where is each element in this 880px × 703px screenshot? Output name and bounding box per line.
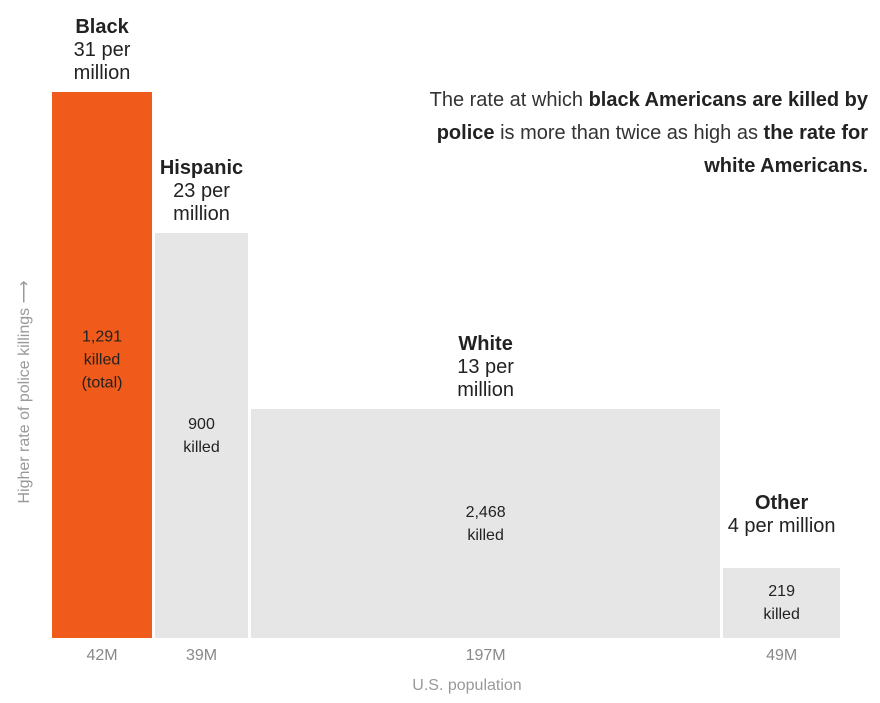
- killed-suffix: killed: [467, 526, 504, 544]
- rate-label: 13 per million: [457, 356, 514, 402]
- group-label: White 13 per million: [431, 333, 541, 402]
- population-tick: 42M: [86, 647, 118, 664]
- population-tick: 39M: [185, 647, 218, 664]
- killed-label: 1,291 killed (total): [57, 326, 147, 395]
- rate-label: 31 per million: [73, 39, 131, 85]
- bar-black: [52, 92, 153, 638]
- annotation-part: is more than twice as high as: [494, 122, 764, 144]
- rate-label: 4 per million: [727, 514, 836, 537]
- rate-label: 23 per million: [173, 180, 230, 226]
- killed-label: 2,468 killed: [441, 501, 531, 547]
- annotation-part: The rate at which: [429, 89, 589, 111]
- killed-suffix: killed: [183, 438, 220, 456]
- killed-label: 900 killed: [157, 413, 247, 459]
- killed-count: 2,468: [465, 503, 506, 521]
- killed-suffix: killed: [763, 605, 800, 623]
- bar-other: [723, 567, 840, 638]
- group-name: Black: [75, 16, 129, 39]
- annotation: The rate at which black Americans are ki…: [408, 84, 868, 183]
- killed-count: 1,291: [81, 328, 123, 346]
- bar-white: [250, 409, 721, 638]
- annotation-part: the rate for white Americans.: [704, 122, 868, 177]
- population-tick: 197M: [465, 647, 506, 664]
- killed-suffix: killed: [83, 351, 121, 369]
- x-axis-label: U.S. population: [412, 677, 522, 694]
- population-tick: 49M: [766, 647, 798, 664]
- bar-hispanic: [155, 233, 248, 638]
- group-name: Other: [754, 491, 809, 514]
- group-label: Hispanic 23 per million: [147, 157, 257, 226]
- killed-count: 219: [768, 582, 795, 600]
- annotation-part: black Americans are killed by police: [436, 89, 868, 144]
- group-label: Other 4 per million: [727, 492, 837, 538]
- group-name: White: [458, 333, 513, 356]
- y-axis-label: Higher rate of police killings ⟶: [16, 280, 33, 504]
- killed-count: 900: [188, 415, 215, 433]
- group-label: Black 31 per million: [47, 16, 157, 85]
- killed-label: 219 killed: [737, 580, 827, 626]
- group-name: Hispanic: [159, 157, 244, 180]
- killed-extra: (total): [81, 374, 123, 392]
